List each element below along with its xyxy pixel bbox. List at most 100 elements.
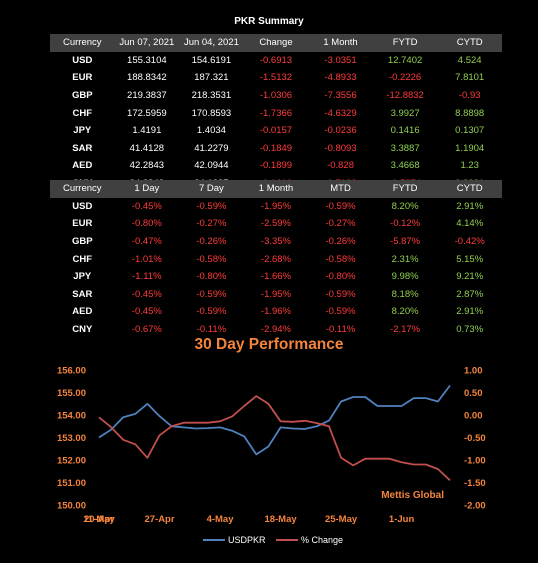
left-axis-tick-label: 156.00 xyxy=(57,366,86,377)
left-axis-tick-label: 150.00 xyxy=(57,501,86,512)
value-cell: -0.0236 xyxy=(324,125,357,137)
value-cell: 7.8101 xyxy=(455,72,485,84)
column-header: CYTD xyxy=(437,180,502,198)
value-cell: 154.6191 xyxy=(191,54,232,66)
value-cell: -0.59% xyxy=(196,288,227,300)
value-cell: 2.91% xyxy=(456,200,484,212)
currency-cell: GBP xyxy=(71,90,93,102)
value-cell: -7.3556 xyxy=(324,90,357,102)
usdpkr-series-line xyxy=(98,384,451,456)
performance-chart: 150.00 151.00 152.00 153.00 154.00 155.00 156.… xyxy=(57,366,486,546)
value-cell: 4.14% xyxy=(456,218,484,230)
page-title: PKR Summary xyxy=(234,16,304,27)
value-cell: 8.8898 xyxy=(455,107,485,119)
table-row: JPY 1.4191 1.4034 -0.0157 -0.0236 0.1416 0.130… xyxy=(50,122,502,140)
value-cell: 12.7402 xyxy=(387,54,423,66)
currency-cell: SAR xyxy=(72,142,93,154)
value-cell: -12.8832 xyxy=(386,90,424,102)
column-header: MTD xyxy=(308,180,373,198)
value-cell: -4.8933 xyxy=(324,72,357,84)
value-cell: -0.59% xyxy=(325,200,356,212)
table-row: USD -0.45% -0.59% -1.95% -0.59% 8.20% 2.91% xyxy=(50,198,502,216)
value-cell: -0.1899 xyxy=(259,160,293,172)
value-cell: 9.21% xyxy=(456,271,484,283)
value-cell: -0.42% xyxy=(454,236,485,248)
table-row: CHF 172.5959 170.8593 -1.7366 -4.6329 3.9927 8… xyxy=(50,104,502,122)
value-cell: 3.3887 xyxy=(390,142,420,154)
x-axis: 20-Apr 27-Apr 4-May 11-May 18-May 25-May 1-Jun xyxy=(83,514,414,525)
value-cell: -0.26% xyxy=(325,236,356,248)
value-cell: 42.0944 xyxy=(194,160,229,172)
value-cell: -1.66% xyxy=(260,271,292,283)
column-header: Jun 04, 2021 xyxy=(179,34,244,52)
value-cell: 5.15% xyxy=(456,253,484,265)
left-axis-tick-label: 152.00 xyxy=(57,456,86,467)
x-axis-tick-label: 18-May xyxy=(264,514,297,525)
currency-cell: USD xyxy=(72,200,93,212)
x-axis-tick-label: 20-Apr xyxy=(84,514,114,525)
value-cell: -0.59% xyxy=(196,306,227,318)
value-cell: -1.0306 xyxy=(259,90,293,102)
currency-cell: SAR xyxy=(72,288,93,300)
value-cell: -0.27% xyxy=(325,218,356,230)
value-cell: -0.58% xyxy=(325,253,356,265)
value-cell: -1.95% xyxy=(260,288,292,300)
value-cell: -1.01% xyxy=(131,253,162,265)
value-cell: 9.98% xyxy=(391,271,419,283)
value-cell: -0.1849 xyxy=(259,142,293,154)
pct-change-series-line xyxy=(98,395,451,481)
x-axis-tick-label: 1-Jun xyxy=(389,514,415,525)
right-axis-tick-label: 0.50 xyxy=(464,388,483,399)
value-cell: 219.3837 xyxy=(127,90,167,102)
table-row: EUR -0.80% -0.27% -2.59% -0.27% -0.12% 4.14% xyxy=(50,215,502,233)
pkr-percent-change-table: Currency 1 Day 7 Day 1 Month MTD FYTD CY… xyxy=(50,180,502,338)
value-cell: -5.87% xyxy=(390,236,421,248)
series-group xyxy=(98,384,451,481)
value-cell: 1.1904 xyxy=(455,142,485,154)
x-axis-tick-label: 25-May xyxy=(325,514,358,525)
value-cell: -0.2226 xyxy=(388,72,422,84)
value-cell: 2.91% xyxy=(456,306,484,318)
table-row: CHF -1.01% -0.58% -2.68% -0.58% 2.31% 5.15% xyxy=(50,250,502,268)
table-row: GBP -0.47% -0.26% -3.35% -0.26% -5.87% -0.42% xyxy=(50,233,502,251)
left-axis-tick-label: 153.00 xyxy=(57,433,86,444)
value-cell: -0.27% xyxy=(196,218,227,230)
value-cell: -0.59% xyxy=(196,200,227,212)
watermark: Mettis Global xyxy=(381,490,444,501)
legend-label-usdpkr: USDPKR xyxy=(228,535,266,545)
value-cell: -0.59% xyxy=(325,306,356,318)
currency-cell: EUR xyxy=(72,72,93,84)
currency-cell: CHF xyxy=(72,253,93,265)
x-axis-tick-label: 27-Apr xyxy=(144,514,174,525)
value-cell: -3.0351 xyxy=(324,54,357,66)
value-cell: -4.6329 xyxy=(324,107,357,119)
legend-label-pct-change: % Change xyxy=(301,535,343,545)
value-cell: -3.35% xyxy=(260,236,292,248)
value-cell: 8.20% xyxy=(391,200,419,212)
column-header: 1 Month xyxy=(243,180,309,198)
table-header-row: Currency Jun 07, 2021 Jun 04, 2021 Chang… xyxy=(50,34,502,52)
value-cell: 155.3104 xyxy=(127,54,167,66)
value-cell: 1.23 xyxy=(460,160,479,172)
value-cell: 3.9927 xyxy=(390,107,420,119)
value-cell: -1.96% xyxy=(260,306,292,318)
column-header: Change xyxy=(243,34,309,52)
table-row: JPY -1.11% -0.80% -1.66% -0.80% 9.98% 9.21% xyxy=(50,268,502,286)
value-cell: -1.7366 xyxy=(259,107,293,119)
table-header-row: Currency 1 Day 7 Day 1 Month MTD FYTD CY… xyxy=(50,180,502,198)
value-cell: -0.11% xyxy=(196,324,227,336)
value-cell: -0.80% xyxy=(196,271,227,283)
value-cell: 8.18% xyxy=(391,288,419,300)
value-cell: -0.80% xyxy=(325,271,356,283)
value-cell: -0.59% xyxy=(325,288,356,300)
value-cell: 2.31% xyxy=(391,253,419,265)
currency-cell: EUR xyxy=(72,218,93,230)
value-cell: 172.5959 xyxy=(127,107,167,119)
value-cell: -1.95% xyxy=(260,200,292,212)
value-cell: -0.0157 xyxy=(259,125,293,137)
value-cell: -0.45% xyxy=(131,288,162,300)
column-header: Jun 07, 2021 xyxy=(114,34,180,52)
column-header: 1 Day xyxy=(114,180,180,198)
table-row: AED 42.2843 42.0944 -0.1899 -0.828 3.4668 1.23 xyxy=(50,157,502,175)
table-body: USD -0.45% -0.59% -1.95% -0.59% 8.20% 2.91% EUR… xyxy=(50,198,502,339)
